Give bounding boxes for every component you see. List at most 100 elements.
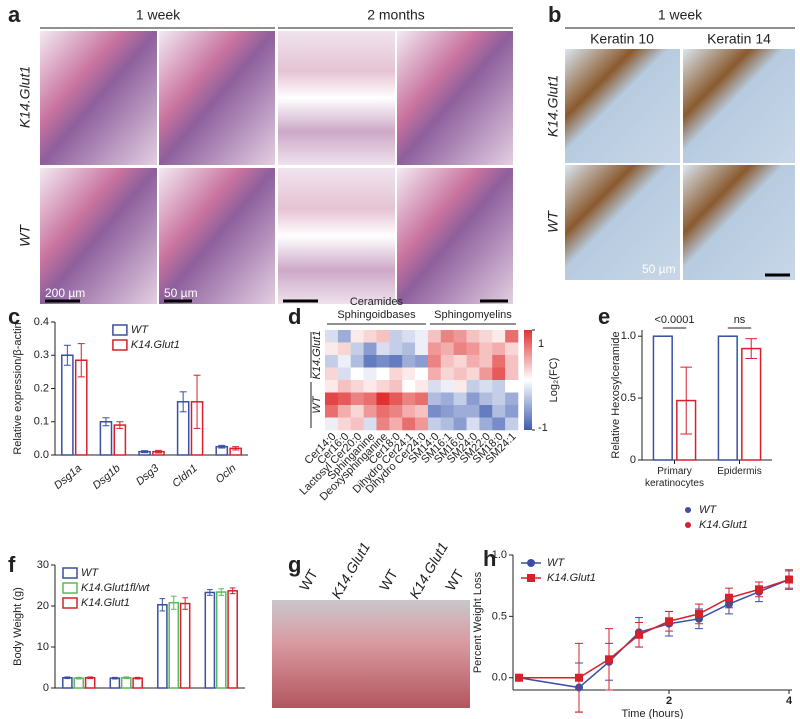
heatmap-cell <box>505 367 519 381</box>
heatmap-cell <box>427 392 442 406</box>
heatmap-cell <box>453 330 467 343</box>
panel-letter: a <box>8 2 21 27</box>
legend-label: WT <box>699 504 717 516</box>
heatmap-cell <box>389 355 403 368</box>
y-tick-label: 0.3 <box>34 349 49 361</box>
bar <box>204 591 216 689</box>
error-bar <box>123 676 130 680</box>
marker <box>695 609 703 618</box>
heatmap-cell <box>350 330 364 343</box>
heatmap-cell <box>337 330 352 343</box>
heatmap-cell <box>376 380 390 393</box>
x-axis-label: Time (hours) <box>622 708 684 719</box>
pup-labels: WT K14.Glut1 WT K14.Glut1 WT <box>296 539 467 601</box>
row-label: WT <box>17 224 33 247</box>
heatmap-cell <box>479 367 493 381</box>
x-tick-label: Cldn1 <box>170 462 200 490</box>
error-bar <box>680 366 693 435</box>
heatmap-cell <box>453 355 467 368</box>
y-tick-label: 0.2 <box>34 382 49 394</box>
colorbar-tick-label: -1 <box>538 422 548 434</box>
y-tick-label: 0.1 <box>34 416 49 428</box>
error-bar <box>179 391 187 413</box>
error-bar <box>154 449 162 454</box>
y-tick-label: 0.0 <box>34 449 49 461</box>
heatmap-cell <box>350 405 364 418</box>
micrograph <box>397 168 513 304</box>
legend-label: WT <box>547 557 565 569</box>
heatmap-cell <box>440 342 454 356</box>
heatmap-cell <box>479 330 493 343</box>
heatmap-cell <box>325 342 339 356</box>
heatmap-cell <box>427 330 442 343</box>
legend-swatch <box>62 597 78 609</box>
scale-bar-label: 50 µm <box>164 286 198 300</box>
micrographs <box>565 49 795 280</box>
error-bar <box>218 588 225 596</box>
heatmap-cell <box>350 380 364 393</box>
heatmap-cell <box>363 417 377 431</box>
heatmap-cell <box>466 342 480 356</box>
heatmap-cell <box>325 380 339 393</box>
heatmap-cell <box>402 367 416 381</box>
error-bar <box>182 597 188 610</box>
colorbar-label: Log₂(FC) <box>548 358 560 403</box>
heatmap-cell <box>492 392 506 406</box>
error-bar <box>134 676 141 680</box>
heatmap-cell <box>363 367 377 381</box>
y-tick-label: 10 <box>37 641 49 653</box>
marker <box>635 630 643 639</box>
y-tick-label: 30 <box>37 559 49 571</box>
panel-letter: h <box>483 546 496 571</box>
y-tick-label: 0.5 <box>492 610 507 622</box>
bar <box>84 677 96 689</box>
y-axis-label: Relative expression/β-actin <box>12 322 24 454</box>
heatmap-cell <box>492 342 506 356</box>
heatmap-cell <box>325 330 339 343</box>
heatmap-cell <box>492 405 506 418</box>
bar <box>717 335 738 461</box>
heatmap-cell <box>479 392 493 406</box>
heatmap-cell <box>453 367 467 381</box>
heatmap-cell <box>363 342 377 356</box>
y-tick-label: 0.5 <box>621 392 636 404</box>
marker <box>575 673 583 682</box>
heatmap-cell <box>505 355 519 368</box>
heatmap-cell <box>337 355 352 368</box>
column-label: Keratin 10 <box>590 31 654 47</box>
heatmap-cell <box>389 380 403 393</box>
heatmap-cell <box>505 417 519 431</box>
heatmap-cell <box>415 405 429 418</box>
micrograph <box>278 168 395 304</box>
heatmap-cell <box>440 417 454 431</box>
error-bar <box>218 444 226 449</box>
x-tick-label: 2 <box>666 695 672 707</box>
pup-label: K14.Glut1 <box>328 539 373 601</box>
y-tick-label: 0.4 <box>34 316 49 328</box>
bar <box>157 604 168 689</box>
panel-letter: g <box>288 552 301 577</box>
heatmap-cell <box>505 405 519 418</box>
heatmap-cell <box>363 380 377 393</box>
x-tick-label-box: Epidermis <box>717 466 761 477</box>
heatmap-cell <box>350 417 364 431</box>
x-tick-label-box: Primary keratinocytes <box>645 466 704 489</box>
heatmap-cell <box>389 342 403 356</box>
micrograph <box>40 31 157 165</box>
heatmap-cell <box>466 355 480 368</box>
error-bar <box>112 676 118 680</box>
legend-swatch <box>685 522 691 528</box>
error-bar <box>232 446 240 451</box>
legend-label: K14.Glut1fl/wt <box>81 582 150 594</box>
heatmap-cell <box>325 417 339 431</box>
scale-bar-label: 200 µm <box>45 286 85 300</box>
heatmap-cell <box>389 367 403 381</box>
bar <box>741 347 762 461</box>
row-label: K14.Glut1 <box>545 75 561 137</box>
x-tick-label: Dsg1a <box>52 462 84 492</box>
heatmap-cell <box>415 367 429 381</box>
y-tick-label: 1.0 <box>492 549 507 561</box>
error-bar <box>193 374 201 429</box>
error-bar <box>63 344 71 366</box>
heatmap-cell <box>415 380 429 393</box>
